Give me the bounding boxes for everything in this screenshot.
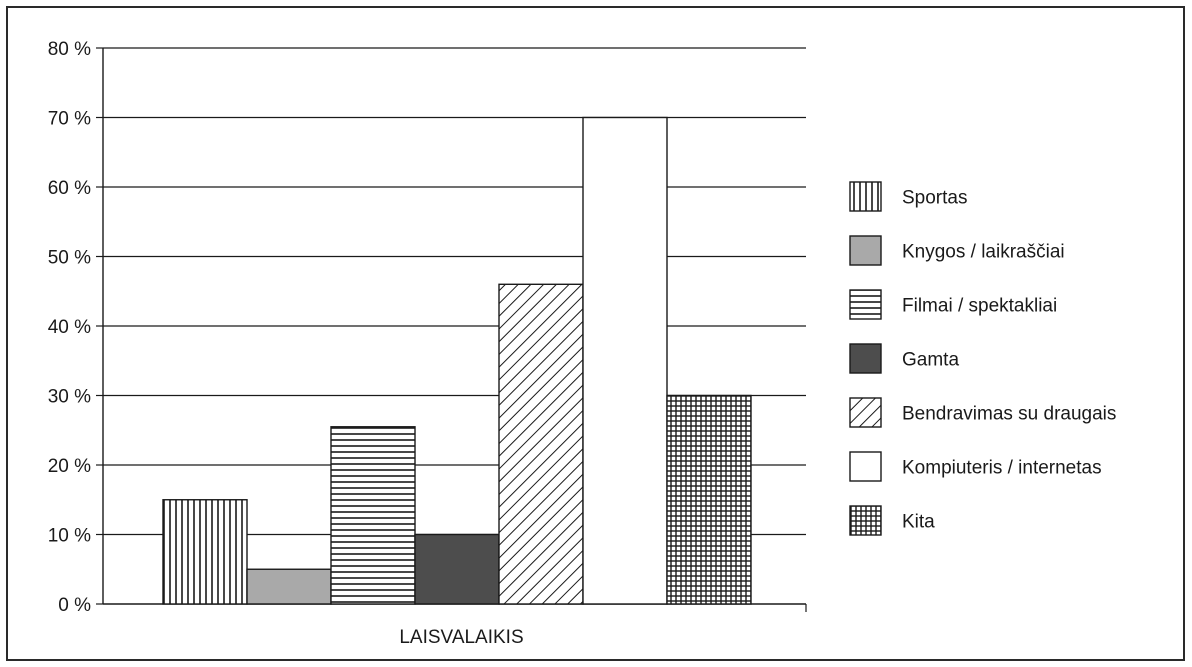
bar-gamta — [414, 533, 500, 605]
legend-label: Knygos / laikraščiai — [902, 242, 1065, 263]
legend-label: Sportas — [902, 188, 967, 209]
bar-knygos-laikra-iai — [246, 568, 332, 605]
legend-swatch — [849, 289, 882, 320]
bar-kompiuteris-internetas — [582, 116, 668, 605]
legend-swatch — [849, 343, 882, 374]
legend-label: Gamta — [902, 350, 959, 371]
bar-kita — [666, 394, 752, 605]
legend-label: Kompiuteris / internetas — [902, 458, 1102, 479]
y-tick-label: 20 % — [48, 456, 91, 477]
bar-filmai-spektakliai — [330, 426, 416, 605]
legend-label: Filmai / spektakliai — [902, 296, 1057, 317]
legend-label: Bendravimas su draugais — [902, 404, 1116, 425]
y-tick-label: 30 % — [48, 387, 91, 408]
legend-swatch — [849, 181, 882, 212]
legend-swatch — [849, 397, 882, 428]
legend: Sportas Knygos / laikraščiai Filmai / spek… — [849, 181, 1116, 536]
bar-bendravimas-su-draugais — [498, 283, 584, 605]
y-tick-label: 0 % — [58, 595, 91, 616]
legend-swatch — [849, 235, 882, 266]
y-tick-label: 10 % — [48, 526, 91, 547]
y-tick-label: 60 % — [48, 178, 91, 199]
legend-label: Kita — [902, 512, 935, 533]
bar-sportas — [162, 499, 248, 605]
y-tick-label: 80 % — [48, 39, 91, 60]
legend-swatch — [849, 505, 882, 536]
x-category-label: LAISVALAIKIS — [399, 627, 523, 648]
y-tick-label: 40 % — [48, 317, 91, 338]
legend-swatch — [849, 451, 882, 482]
y-tick-label: 50 % — [48, 248, 91, 269]
bars — [162, 116, 752, 605]
y-tick-label: 70 % — [48, 109, 91, 130]
